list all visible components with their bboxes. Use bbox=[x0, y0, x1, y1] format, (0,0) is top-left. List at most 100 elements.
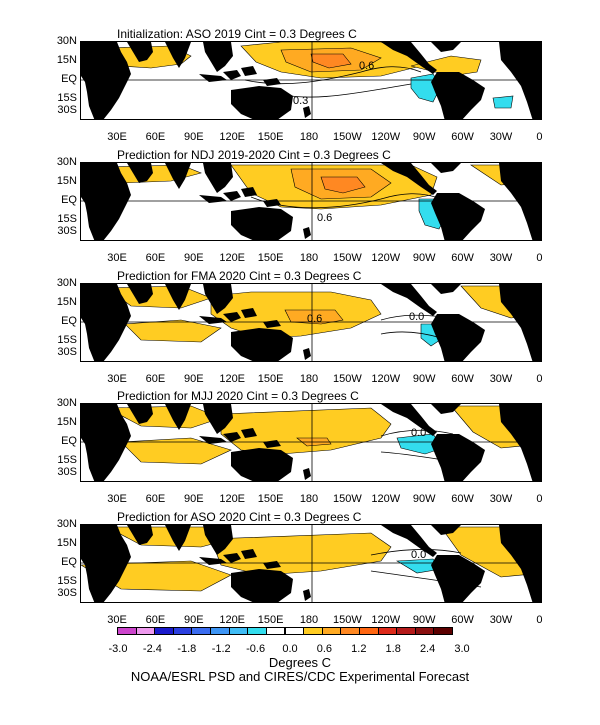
latitude-label: 15N bbox=[56, 296, 77, 308]
longitude-label: 30E bbox=[107, 614, 127, 626]
land-mass bbox=[81, 163, 131, 240]
longitude-label: 120E bbox=[219, 131, 246, 143]
latitude-label: 30S bbox=[57, 346, 77, 358]
longitude-label: 150W bbox=[333, 493, 362, 505]
contour-label: 0.0 bbox=[411, 549, 426, 561]
land-mass bbox=[81, 284, 131, 361]
land-mass bbox=[81, 525, 131, 602]
land-mass bbox=[381, 525, 437, 557]
longitude-label: 90W bbox=[412, 614, 436, 626]
longitude-label: 90E bbox=[184, 252, 204, 264]
land-mass bbox=[203, 42, 233, 72]
panel-title: Prediction for MJJ 2020 Cint = 0.3 Degre… bbox=[117, 389, 359, 403]
longitude-label: 120E bbox=[219, 252, 246, 264]
colorbar-swatch bbox=[433, 627, 453, 635]
latitude-label: 15N bbox=[56, 416, 77, 428]
longitude-label: 30W bbox=[489, 493, 513, 505]
land-mass bbox=[303, 227, 311, 239]
land-mass bbox=[499, 42, 541, 119]
colorbar-swatch bbox=[377, 627, 398, 635]
land-mass bbox=[381, 42, 437, 74]
colorbar-swatch bbox=[321, 627, 342, 635]
longitude-label: 90E bbox=[184, 614, 204, 626]
longitude-label: 60W bbox=[451, 614, 474, 626]
sst-anomaly-map: 0.6 0.0 bbox=[80, 283, 542, 362]
latitude-label: 30N bbox=[56, 397, 77, 409]
longitude-label: 150E bbox=[257, 493, 284, 505]
colorbar-label: -1.8 bbox=[177, 643, 197, 655]
longitude-label: 30W bbox=[489, 252, 513, 264]
land-mass bbox=[127, 284, 153, 304]
sst-anomaly-map: 0.0 bbox=[80, 524, 542, 603]
longitude-label: 30E bbox=[107, 131, 127, 143]
contour-line bbox=[380, 429, 454, 437]
land-mass bbox=[431, 42, 461, 52]
latitude-label: 15N bbox=[56, 54, 77, 66]
land-mass bbox=[431, 525, 461, 535]
land-mass bbox=[303, 106, 311, 118]
contour-label: 0.0 bbox=[409, 311, 424, 323]
longitude-label: 120W bbox=[371, 252, 401, 264]
land-mass bbox=[381, 404, 437, 436]
cool-anomaly-region bbox=[492, 95, 514, 109]
warm-anomaly-region bbox=[320, 176, 366, 194]
latitude-label: 15S bbox=[57, 334, 77, 346]
land-mass bbox=[231, 328, 293, 361]
land-mass bbox=[127, 404, 153, 424]
longitude-label: 120W bbox=[371, 493, 401, 505]
contour-label: 0.0 bbox=[411, 427, 426, 439]
land-mass bbox=[499, 525, 541, 602]
land-mass bbox=[431, 314, 485, 361]
land-mass bbox=[431, 72, 485, 119]
colorbar-swatch bbox=[210, 627, 230, 635]
contour-line bbox=[370, 548, 462, 556]
land-mass bbox=[223, 553, 241, 563]
colorbar-label: 0.6 bbox=[316, 643, 333, 655]
latitude-label: 30S bbox=[57, 466, 77, 478]
land-mass bbox=[81, 42, 131, 119]
land-mass bbox=[431, 434, 485, 481]
land-mass bbox=[231, 207, 293, 240]
land-mass bbox=[431, 555, 485, 602]
longitude-label: 90E bbox=[184, 131, 204, 143]
colorbar-swatch bbox=[172, 627, 193, 635]
land-mass bbox=[223, 432, 241, 442]
land-mass bbox=[203, 525, 233, 555]
latitude-label: 30S bbox=[57, 587, 77, 599]
land-mass bbox=[165, 42, 191, 68]
land-mass bbox=[431, 163, 461, 173]
colorbar-swatch bbox=[117, 627, 137, 635]
colorbar-label: 2.4 bbox=[419, 643, 436, 655]
longitude-label: 150W bbox=[333, 373, 362, 385]
land-mass bbox=[81, 404, 131, 481]
latitude-label: EQ bbox=[61, 556, 77, 568]
colorbar-swatch bbox=[284, 627, 305, 635]
longitude-label: 90W bbox=[412, 373, 436, 385]
land-mass bbox=[223, 70, 241, 80]
land-mass bbox=[127, 163, 153, 183]
longitude-label: 60W bbox=[451, 493, 474, 505]
longitude-label: 180 bbox=[299, 493, 319, 505]
land-mass bbox=[241, 308, 257, 318]
land-mass bbox=[231, 448, 293, 481]
colorbar-units: Degrees C bbox=[268, 655, 332, 670]
land-mass bbox=[223, 312, 241, 322]
land-mass bbox=[199, 74, 227, 82]
latitude-label: EQ bbox=[61, 435, 77, 447]
longitude-label: 180 bbox=[299, 252, 319, 264]
land-mass bbox=[165, 404, 191, 430]
panel-title: Prediction for FMA 2020 Cint = 0.3 Degre… bbox=[117, 269, 362, 283]
sst-anomaly-map: 0.6 bbox=[80, 162, 542, 241]
colorbar-label: -3.0 bbox=[108, 643, 128, 655]
longitude-label: 120W bbox=[371, 131, 401, 143]
longitude-label: 150W bbox=[333, 614, 362, 626]
longitude-label: 60W bbox=[451, 373, 474, 385]
longitude-label: 120E bbox=[219, 373, 246, 385]
longitude-label: 30W bbox=[489, 614, 513, 626]
contour-label: 0.6 bbox=[359, 60, 374, 72]
latitude-label: 30S bbox=[57, 225, 77, 237]
sst-anomaly-map: 0.0 bbox=[80, 403, 542, 482]
panel-title: Prediction for ASO 2020 Cint = 0.3 Degre… bbox=[117, 510, 362, 524]
land-mass bbox=[499, 404, 541, 481]
longitude-label: 60W bbox=[451, 131, 474, 143]
